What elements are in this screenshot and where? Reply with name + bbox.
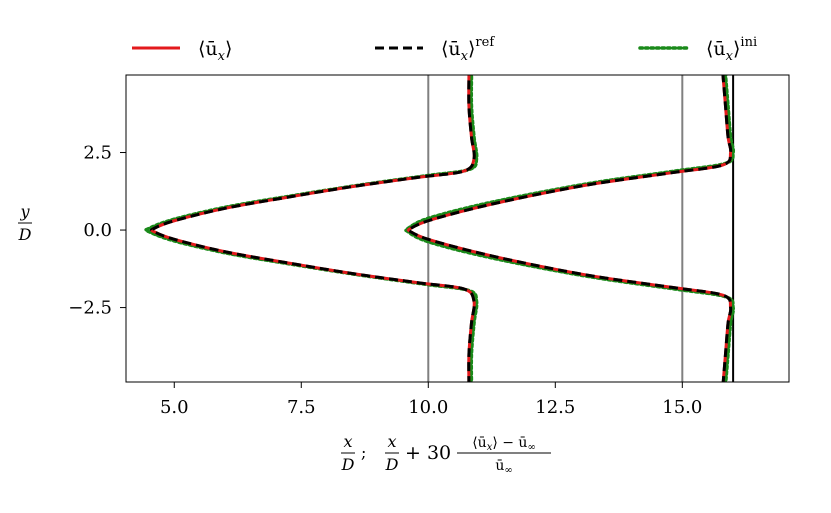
svg-text:D: D bbox=[18, 225, 32, 244]
y-axis: −2.5 0.0 2.5 bbox=[68, 143, 126, 319]
series-2-profile-0 bbox=[143, 75, 479, 382]
legend-label-1: ⟨ūx⟩ref bbox=[441, 35, 495, 64]
svg-text:y: y bbox=[19, 202, 30, 221]
x-axis: 5.0 7.5 10.0 12.5 15.0 bbox=[160, 382, 702, 418]
series-1-profile-0 bbox=[149, 75, 476, 382]
x-tick-label-0: 5.0 bbox=[160, 397, 189, 418]
reference-lines bbox=[427, 75, 735, 382]
x-tick-label-1: 7.5 bbox=[287, 397, 316, 418]
svg-text:+ 30: + 30 bbox=[405, 442, 451, 464]
svg-text:x: x bbox=[343, 432, 352, 451]
series-0-profile-0 bbox=[149, 75, 476, 382]
legend-label-2: ⟨ūx⟩ini bbox=[706, 35, 757, 64]
legend-label-0: ⟨ūx⟩ bbox=[198, 38, 232, 64]
x-tick-label-4: 15.0 bbox=[662, 397, 702, 418]
x-tick-label-3: 12.5 bbox=[535, 397, 575, 418]
series-1-profile-1 bbox=[406, 75, 733, 382]
y-tick-label-1: 0.0 bbox=[83, 220, 112, 241]
x-axis-label: x D ; x D + 30 ⟨ūx⟩ − ū∞ ū∞ bbox=[341, 432, 551, 476]
plot-frame bbox=[125, 74, 790, 383]
x-tick-label-2: 10.0 bbox=[408, 397, 448, 418]
svg-text:⟨ūx⟩ − ū∞: ⟨ūx⟩ − ū∞ bbox=[472, 435, 536, 453]
y-tick-label-2: 2.5 bbox=[83, 143, 112, 164]
svg-text:;: ; bbox=[361, 443, 366, 462]
legend: ⟨ūx⟩ ⟨ūx⟩ref ⟨ūx⟩ini bbox=[132, 35, 757, 64]
svg-text:ū∞: ū∞ bbox=[495, 458, 512, 476]
y-tick-label-0: −2.5 bbox=[68, 298, 112, 319]
svg-text:x: x bbox=[387, 432, 396, 451]
y-axis-label: y D bbox=[18, 202, 32, 244]
series-2-profile-1 bbox=[403, 75, 736, 382]
svg-text:D: D bbox=[341, 455, 355, 474]
svg-text:D: D bbox=[385, 455, 399, 474]
series-layer bbox=[143, 75, 736, 382]
